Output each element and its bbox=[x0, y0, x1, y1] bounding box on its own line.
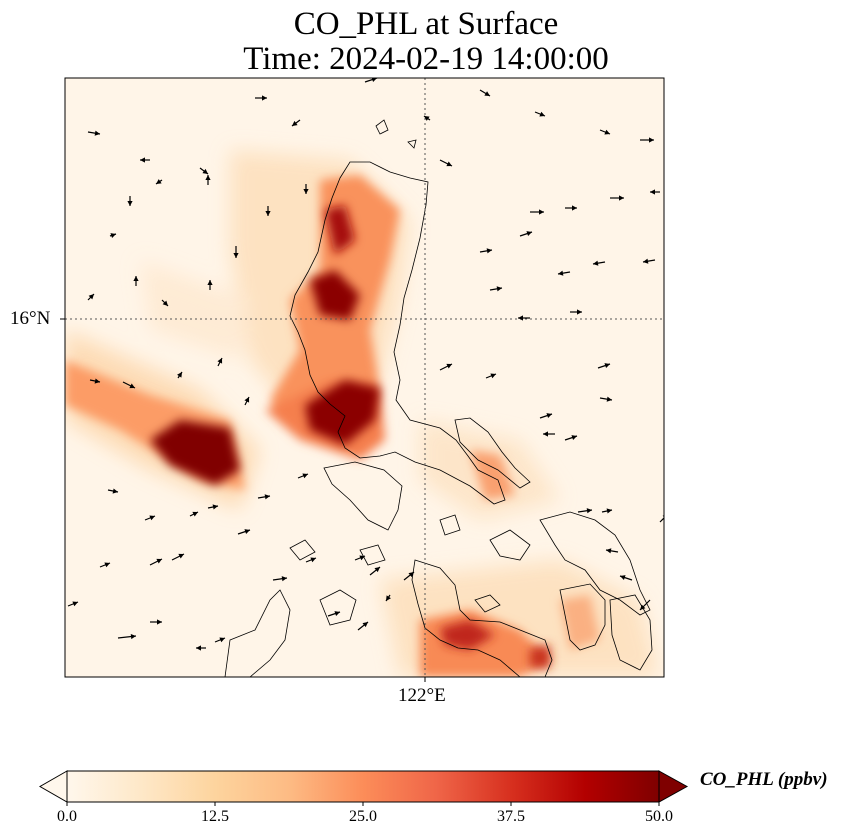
wind-vector-head bbox=[571, 435, 577, 441]
wind-vector-head bbox=[157, 619, 162, 625]
wind-vector-head bbox=[586, 508, 592, 514]
wind-vector-head bbox=[264, 494, 270, 500]
wind-vector-head bbox=[518, 315, 523, 321]
wind-vector-head bbox=[408, 572, 414, 578]
wind-vector-head bbox=[265, 211, 271, 216]
wind-vector-shaft bbox=[659, 517, 664, 523]
wind-vector-head bbox=[302, 473, 308, 479]
wind-vector-head bbox=[526, 231, 532, 237]
wind-vector-head bbox=[362, 622, 368, 628]
wind-vector-head bbox=[156, 179, 162, 184]
wind-vector-head bbox=[244, 397, 250, 403]
wind-vector-head bbox=[486, 248, 492, 254]
wind-vector-head bbox=[604, 363, 610, 369]
wind-vector-head bbox=[606, 396, 612, 402]
wind-vector-head bbox=[371, 78, 377, 83]
wind-vector-head bbox=[640, 604, 646, 610]
wind-vector-head bbox=[192, 511, 198, 517]
wind-vector-head bbox=[202, 168, 208, 174]
colorbar-tick-label: 0.0 bbox=[57, 808, 77, 825]
wind-vector-head bbox=[133, 276, 139, 281]
map-frame bbox=[64, 77, 665, 678]
wind-vector-head bbox=[130, 633, 136, 640]
wind-vector-head bbox=[262, 95, 267, 101]
wind-vector-head bbox=[281, 576, 287, 582]
wind-vector-head bbox=[446, 161, 452, 167]
wind-vector-head bbox=[149, 515, 155, 521]
wind-vector-head bbox=[196, 645, 201, 651]
wind-vector-head bbox=[546, 413, 552, 419]
wind-vector-head bbox=[233, 253, 239, 258]
wind-vector-head bbox=[303, 189, 309, 194]
wind-vector-head bbox=[94, 130, 100, 136]
wind-vector-head bbox=[650, 189, 655, 195]
wind-vectors bbox=[67, 78, 664, 651]
wind-vector-head bbox=[386, 595, 391, 601]
wind-vector-head bbox=[110, 233, 116, 239]
colorbar-tick-label: 37.5 bbox=[497, 808, 525, 825]
wind-vector-head bbox=[207, 280, 213, 285]
colorbar-extend-low bbox=[38, 770, 68, 803]
wind-vector-head bbox=[310, 557, 316, 563]
colorbar-tick-label: 25.0 bbox=[349, 808, 377, 825]
wind-vector-head bbox=[217, 358, 223, 364]
wind-vector-head bbox=[292, 120, 298, 126]
wind-vector-head bbox=[539, 111, 545, 117]
colorbar-label: CO_PHL (ppbv) bbox=[700, 769, 828, 790]
wind-vector-head bbox=[424, 116, 430, 121]
wind-vector-head bbox=[156, 558, 162, 564]
wind-vector-head bbox=[539, 209, 544, 215]
wind-vector-head bbox=[606, 548, 612, 554]
wind-vector-head bbox=[104, 562, 110, 568]
wind-vector-head bbox=[496, 286, 502, 292]
wind-vector-head bbox=[129, 383, 135, 389]
wind-vector-head bbox=[649, 137, 654, 143]
wind-vector-head bbox=[620, 575, 626, 581]
wind-vector-head bbox=[558, 270, 564, 276]
wind-vector-head bbox=[619, 195, 624, 201]
wind-vector-head bbox=[484, 91, 490, 96]
concentration-field bbox=[65, 150, 660, 677]
wind-vector-head bbox=[543, 431, 548, 437]
wind-vector-head bbox=[334, 611, 340, 617]
wind-vector-head bbox=[643, 258, 649, 264]
wind-vector-head bbox=[374, 567, 380, 573]
wind-vector-head bbox=[219, 637, 225, 643]
wind-vector-head bbox=[490, 373, 496, 379]
wind-vector-head bbox=[162, 300, 168, 306]
longitude-tick-label: 122°E bbox=[398, 685, 446, 706]
wind-vector-head bbox=[205, 175, 211, 180]
map-title-line-2: Time: 2024-02-19 14:00:00 bbox=[243, 41, 609, 77]
wind-vector-head bbox=[593, 260, 599, 266]
wind-vector-head bbox=[212, 504, 218, 510]
wind-vector-head bbox=[604, 129, 610, 135]
wind-vector-head bbox=[577, 309, 582, 315]
colorbar bbox=[38, 770, 689, 806]
wind-vector-head bbox=[88, 294, 94, 300]
wind-vector-head bbox=[446, 363, 452, 369]
wind-vector-head bbox=[72, 601, 78, 607]
colorbar-tick-label: 12.5 bbox=[201, 808, 229, 825]
wind-vector-head bbox=[127, 201, 133, 206]
wind-vector-head bbox=[140, 157, 145, 163]
wind-vector-head bbox=[112, 488, 118, 494]
wind-vector-head bbox=[572, 205, 577, 211]
colorbar-tick-label: 50.0 bbox=[645, 808, 673, 825]
wind-vector-head bbox=[178, 553, 184, 559]
wind-vector-head bbox=[359, 555, 365, 561]
latitude-tick-label: 16°N bbox=[10, 308, 51, 329]
map-title-line-1: CO_PHL at Surface bbox=[293, 6, 559, 42]
wind-vector-head bbox=[177, 372, 182, 378]
wind-vector-head bbox=[606, 508, 612, 514]
colorbar-extend-high bbox=[658, 770, 689, 803]
wind-vector-head bbox=[94, 378, 100, 384]
wind-vector-head bbox=[244, 529, 250, 535]
